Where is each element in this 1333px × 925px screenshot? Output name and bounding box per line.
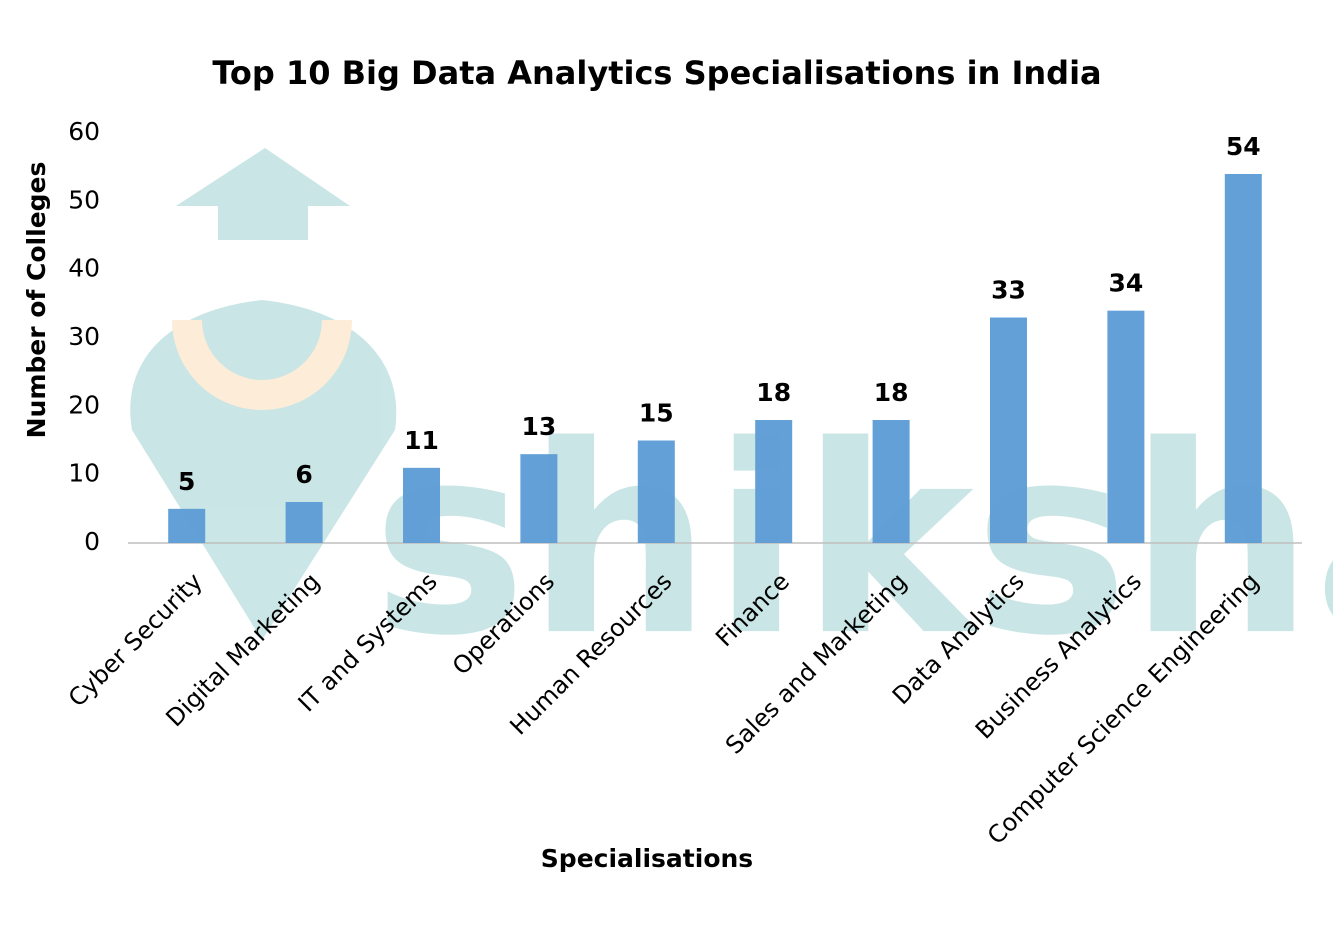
- y-tick-label: 50: [68, 185, 100, 214]
- data-label: 11: [404, 426, 439, 455]
- bar: [755, 420, 793, 543]
- bar: [403, 467, 440, 543]
- data-label: 33: [991, 276, 1026, 305]
- watermark-cap-band: [218, 206, 308, 240]
- bar: [872, 420, 910, 543]
- data-label: 18: [756, 378, 791, 407]
- y-tick-label: 20: [68, 390, 100, 419]
- data-label: 54: [1226, 132, 1261, 161]
- y-tick-label: 60: [68, 117, 100, 146]
- data-label: 6: [295, 460, 312, 489]
- y-tick-label: 40: [68, 254, 100, 283]
- watermark-face: [172, 320, 352, 410]
- chart-title: Top 10 Big Data Analytics Specialisation…: [212, 54, 1101, 92]
- bar: [1224, 174, 1262, 543]
- data-label: 18: [874, 378, 909, 407]
- watermark-head: [130, 300, 397, 640]
- bar: [285, 502, 323, 543]
- bar: [168, 508, 206, 543]
- x-axis-label: Specialisations: [541, 844, 753, 873]
- data-label: 13: [522, 412, 557, 441]
- y-axis-label: Number of Colleges: [22, 162, 51, 439]
- y-tick-label: 10: [68, 459, 100, 488]
- data-label: 5: [178, 467, 195, 496]
- bar: [520, 454, 558, 543]
- y-tick-label: 30: [68, 322, 100, 351]
- watermark-logo: [130, 148, 397, 640]
- data-label: 34: [1109, 269, 1144, 298]
- bar: [990, 317, 1027, 543]
- data-label: 15: [639, 399, 674, 428]
- watermark-cap: [176, 148, 350, 206]
- y-tick-label: 0: [84, 527, 100, 556]
- bar: [637, 440, 675, 543]
- bar: [1107, 310, 1145, 543]
